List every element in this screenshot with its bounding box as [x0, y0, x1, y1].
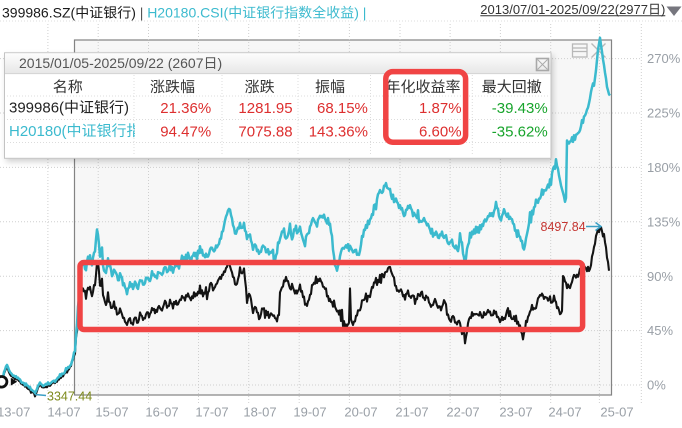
svg-text:225%: 225% — [647, 106, 681, 121]
svg-text:399986.SZ(: 399986.SZ( — [2, 5, 75, 21]
svg-text:-35.62%: -35.62% — [492, 124, 548, 141]
svg-text:): ) — [218, 55, 223, 71]
svg-text:19-07: 19-07 — [293, 405, 326, 420]
svg-text:): ) — [354, 5, 359, 21]
svg-text:22-07: 22-07 — [446, 405, 479, 420]
svg-text:25-07: 25-07 — [600, 405, 633, 420]
svg-text:7075.88: 7075.88 — [238, 124, 292, 141]
svg-text:21-07: 21-07 — [395, 405, 428, 420]
svg-text:-39.43%: -39.43% — [492, 100, 548, 117]
svg-text:H20180.CSI(: H20180.CSI( — [147, 5, 228, 21]
svg-text:45%: 45% — [647, 323, 673, 338]
svg-text:17-07: 17-07 — [195, 405, 228, 420]
svg-text:1.87%: 1.87% — [419, 100, 462, 117]
svg-text:24-07: 24-07 — [548, 405, 581, 420]
svg-text:H20180(: H20180( — [9, 123, 67, 140]
svg-text:23-07: 23-07 — [499, 405, 532, 420]
svg-text:1281.95: 1281.95 — [238, 100, 292, 117]
svg-text:2013/07/01-2025/09/22(2977: 2013/07/01-2025/09/22(2977 — [480, 2, 648, 17]
svg-text:): ) — [124, 100, 129, 117]
svg-text:180%: 180% — [647, 160, 681, 175]
svg-text:(2607: (2607 — [168, 55, 204, 71]
svg-text:21.36%: 21.36% — [160, 100, 211, 117]
svg-text:18-07: 18-07 — [243, 405, 276, 420]
svg-text:|: | — [363, 5, 367, 21]
svg-text:94.47%: 94.47% — [160, 124, 211, 141]
svg-text:20-07: 20-07 — [344, 405, 377, 420]
svg-text:|: | — [140, 5, 144, 21]
svg-text:90%: 90% — [647, 269, 673, 284]
svg-text:135%: 135% — [647, 214, 681, 229]
svg-text:3347.44: 3347.44 — [47, 390, 92, 404]
svg-text:): ) — [131, 5, 136, 21]
svg-text:): ) — [661, 2, 665, 17]
svg-text:14-07: 14-07 — [47, 405, 80, 420]
svg-text:16-07: 16-07 — [145, 405, 178, 420]
svg-text:13-07: 13-07 — [0, 405, 30, 420]
svg-text:399986(: 399986( — [9, 100, 64, 117]
svg-text:143.36%: 143.36% — [309, 124, 368, 141]
svg-text:6.60%: 6.60% — [419, 124, 462, 141]
svg-text:8497.84: 8497.84 — [541, 220, 586, 234]
svg-text:2015/01/05-2025/09/22: 2015/01/05-2025/09/22 — [19, 55, 164, 71]
svg-text:68.15%: 68.15% — [317, 100, 368, 117]
svg-text:15-07: 15-07 — [95, 405, 128, 420]
svg-text:0%: 0% — [647, 378, 666, 393]
svg-text:270%: 270% — [647, 51, 681, 66]
